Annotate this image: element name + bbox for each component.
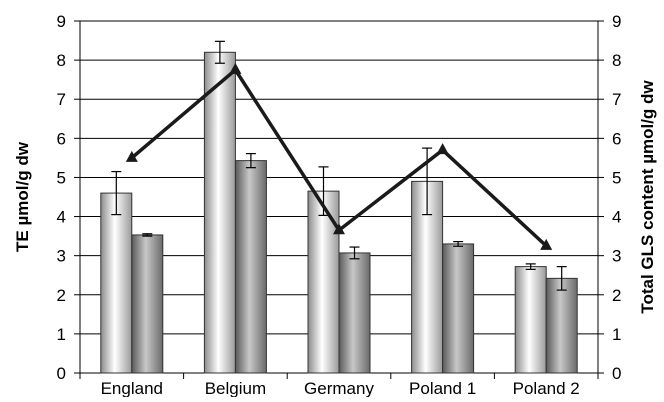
y-axis-title: TE µmol/g dw [13,141,32,252]
y-tick-label: 2 [57,286,66,305]
y-tick-label: 0 [57,364,66,383]
x-tick-label: Poland 1 [409,379,476,397]
y-tick-label: 8 [57,51,66,70]
bar-series1 [307,190,340,374]
y-tick-label: 1 [57,325,66,344]
x-tick-label: England [101,379,163,397]
y2-tick-label: 7 [612,90,621,109]
y2-tick-label: 5 [612,168,621,187]
y2-tick-label: 3 [612,247,621,266]
y-tick-label: 9 [57,12,66,31]
y2-tick-label: 2 [612,286,621,305]
bar-series2 [338,252,371,374]
bar-series2 [545,277,578,374]
x-tick-label: Germany [304,379,374,397]
y2-tick-label: 8 [612,51,621,70]
bar-series2 [442,243,475,374]
y-tick-label: 5 [57,168,66,187]
bar-series1 [514,266,547,374]
y-tick-label: 6 [57,129,66,148]
error-bars [111,40,567,291]
bars [100,51,578,374]
triangle-marker [125,150,138,162]
triangle-marker [333,223,345,235]
y2-axis-title: Total GLS content µmol/g dw [638,80,657,314]
bar-series1 [203,51,236,374]
y-tick-label: 3 [57,247,66,266]
bar-series2 [234,160,267,374]
triangle-marker [540,238,553,250]
x-tick-label: Belgium [205,379,266,397]
bar-series2 [131,234,164,374]
y2-tick-label: 0 [612,364,621,383]
y-tick-label: 7 [57,90,66,109]
y2-tick-label: 6 [612,129,621,148]
total-line [125,62,553,250]
triangle-marker [436,143,449,155]
gridlines [80,20,598,335]
y-tick-label: 4 [57,208,66,227]
y2-tick-label: 4 [612,208,621,227]
tick-labels: 0 0 1 1 2 2 3 3 4 4 5 5 6 6 7 7 8 8 9 9 England Belgium German… [57,12,622,398]
y2-tick-label: 1 [612,325,621,344]
y2-tick-label: 9 [612,12,621,31]
triangle-marker [229,62,242,74]
x-tick-label: Poland 2 [513,379,580,397]
bar-series1 [100,192,133,374]
